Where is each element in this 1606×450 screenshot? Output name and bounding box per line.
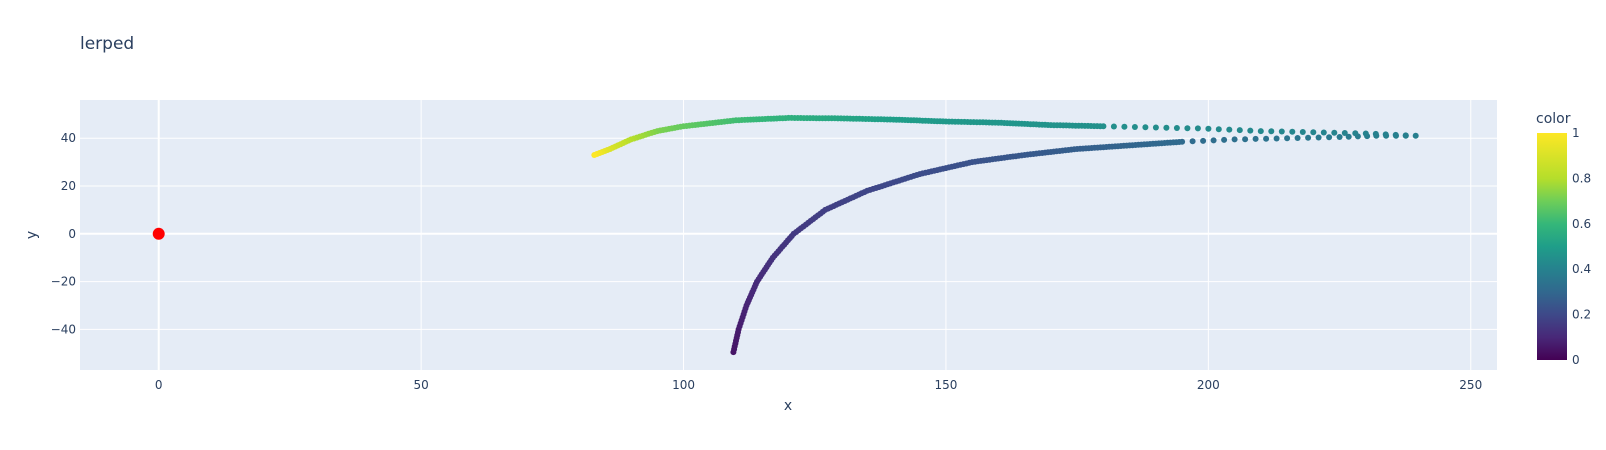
data-point (1299, 129, 1306, 135)
data-point (1294, 135, 1301, 141)
y-tick-label: −40 (51, 322, 76, 336)
y-tick-label: −20 (51, 275, 76, 289)
x-tick-label: 100 (672, 378, 695, 392)
colorbar-tick-label: 0.2 (1572, 308, 1591, 322)
x-tick-label: 200 (1197, 378, 1220, 392)
data-point (1131, 124, 1138, 130)
data-point (1200, 137, 1207, 144)
data-point (1336, 134, 1343, 140)
data-point (1163, 124, 1170, 131)
data-point (1382, 131, 1389, 138)
x-tick-label: 50 (413, 378, 428, 392)
data-point (1341, 130, 1348, 136)
data-point (1278, 128, 1285, 135)
data-points (152, 114, 1419, 356)
data-point (1242, 136, 1249, 143)
data-point (1252, 135, 1259, 142)
data-point (1362, 130, 1369, 137)
data-point (1305, 134, 1312, 141)
data-point (1268, 128, 1275, 135)
data-point (1392, 131, 1399, 138)
colorbar-ticks: 0 0.2 0.4 0.6 0.8 1 (1572, 126, 1591, 367)
data-point (1215, 126, 1222, 133)
data-point (1372, 130, 1379, 137)
y-tick-label: 0 (68, 227, 76, 241)
data-point (1121, 123, 1128, 130)
x-axis-title: x (784, 398, 792, 414)
data-point (1320, 129, 1327, 136)
data-point (1210, 137, 1217, 144)
colorbar-title: color (1536, 111, 1571, 127)
data-point (1402, 132, 1409, 139)
data-point (1263, 135, 1270, 142)
origin-point (152, 227, 165, 240)
colorbar-tick-label: 0.6 (1572, 217, 1591, 231)
data-point (1236, 127, 1243, 134)
data-point (591, 151, 598, 158)
data-point (1310, 129, 1317, 136)
data-point (1142, 124, 1149, 131)
data-point (1189, 138, 1196, 145)
x-tick-label: 250 (1459, 378, 1482, 392)
data-point (1331, 129, 1338, 136)
colorbar (1537, 133, 1567, 360)
data-point (1315, 134, 1322, 141)
colorbar-tick-label: 0.4 (1572, 262, 1591, 276)
data-point (1231, 136, 1238, 143)
y-axis-title: y (24, 231, 40, 239)
data-point (1284, 135, 1291, 142)
data-point (1247, 127, 1254, 134)
chart-title: lerped (80, 34, 134, 54)
data-point (1226, 126, 1233, 133)
data-point (1184, 125, 1191, 132)
gridlines (80, 100, 1497, 370)
data-point (1412, 132, 1419, 139)
x-tick-label: 150 (934, 378, 957, 392)
plot-area (80, 100, 1497, 370)
colorbar-tick-label: 0.8 (1572, 171, 1591, 185)
data-point (1194, 125, 1201, 132)
colorbar-tick-label: 0 (1572, 353, 1580, 367)
data-point (1345, 133, 1352, 140)
data-point (1173, 125, 1180, 131)
x-tick-label: 0 (155, 378, 163, 392)
data-point (1352, 130, 1359, 137)
data-point (1179, 138, 1186, 145)
data-point (1110, 123, 1117, 130)
data-point (1257, 128, 1264, 135)
data-point (1221, 136, 1228, 143)
data-point (1152, 124, 1159, 131)
data-point (1289, 128, 1296, 135)
data-point (1326, 134, 1333, 141)
y-tick-label: 40 (61, 131, 76, 145)
colorbar-tick-label: 1 (1572, 126, 1580, 140)
data-point (1205, 125, 1212, 132)
axis-ticks: 0 50 100 150 200 250 −40 −20 0 20 40 (51, 131, 1483, 392)
data-point (1273, 135, 1280, 142)
y-tick-label: 20 (61, 179, 76, 193)
